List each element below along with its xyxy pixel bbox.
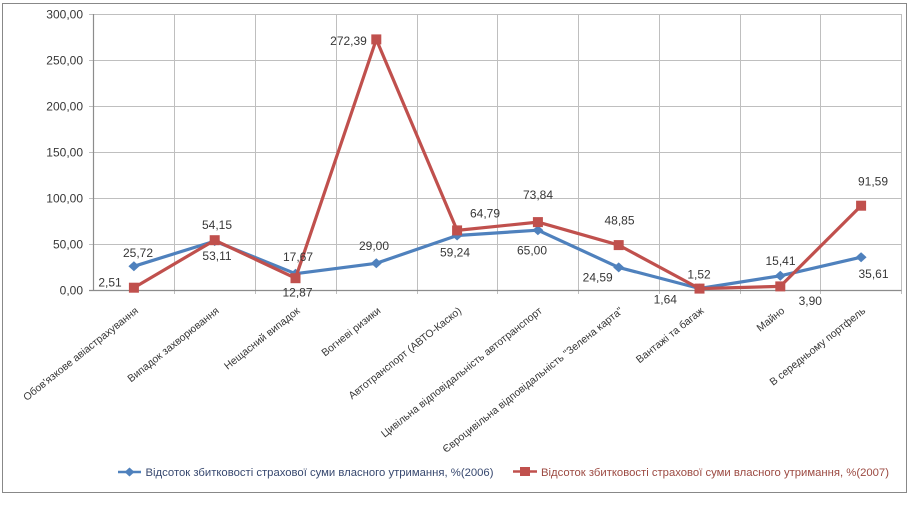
svg-text:150,00: 150,00	[46, 146, 83, 160]
svg-text:64,79: 64,79	[470, 207, 500, 221]
svg-text:29,00: 29,00	[359, 239, 389, 253]
svg-text:24,59: 24,59	[583, 270, 613, 284]
svg-text:1,52: 1,52	[687, 267, 711, 281]
svg-text:3,90: 3,90	[799, 294, 823, 308]
svg-text:250,00: 250,00	[46, 54, 83, 68]
svg-text:100,00: 100,00	[46, 192, 83, 206]
svg-text:91,59: 91,59	[858, 175, 888, 189]
svg-text:35,61: 35,61	[858, 267, 888, 281]
svg-text:15,41: 15,41	[765, 254, 795, 268]
svg-text:25,72: 25,72	[123, 246, 153, 260]
svg-text:200,00: 200,00	[46, 100, 83, 114]
svg-text:59,24: 59,24	[440, 246, 470, 260]
svg-text:48,85: 48,85	[604, 214, 634, 228]
svg-text:50,00: 50,00	[53, 238, 83, 252]
svg-text:65,00: 65,00	[517, 244, 547, 258]
svg-text:Відсоток збитковості страхової: Відсоток збитковості страхової суми влас…	[146, 467, 494, 479]
svg-text:54,15: 54,15	[202, 218, 232, 232]
svg-text:17,67: 17,67	[283, 250, 313, 264]
svg-text:73,84: 73,84	[523, 188, 553, 202]
svg-text:0,00: 0,00	[60, 284, 84, 298]
svg-text:2,51: 2,51	[98, 276, 122, 290]
svg-text:12,87: 12,87	[282, 286, 312, 300]
svg-text:300,00: 300,00	[46, 8, 83, 22]
svg-text:Відсоток збитковості страхової: Відсоток збитковості страхової суми влас…	[541, 467, 889, 479]
svg-text:1,64: 1,64	[654, 292, 678, 306]
svg-text:272,39: 272,39	[330, 34, 367, 48]
svg-text:53,11: 53,11	[202, 249, 231, 263]
